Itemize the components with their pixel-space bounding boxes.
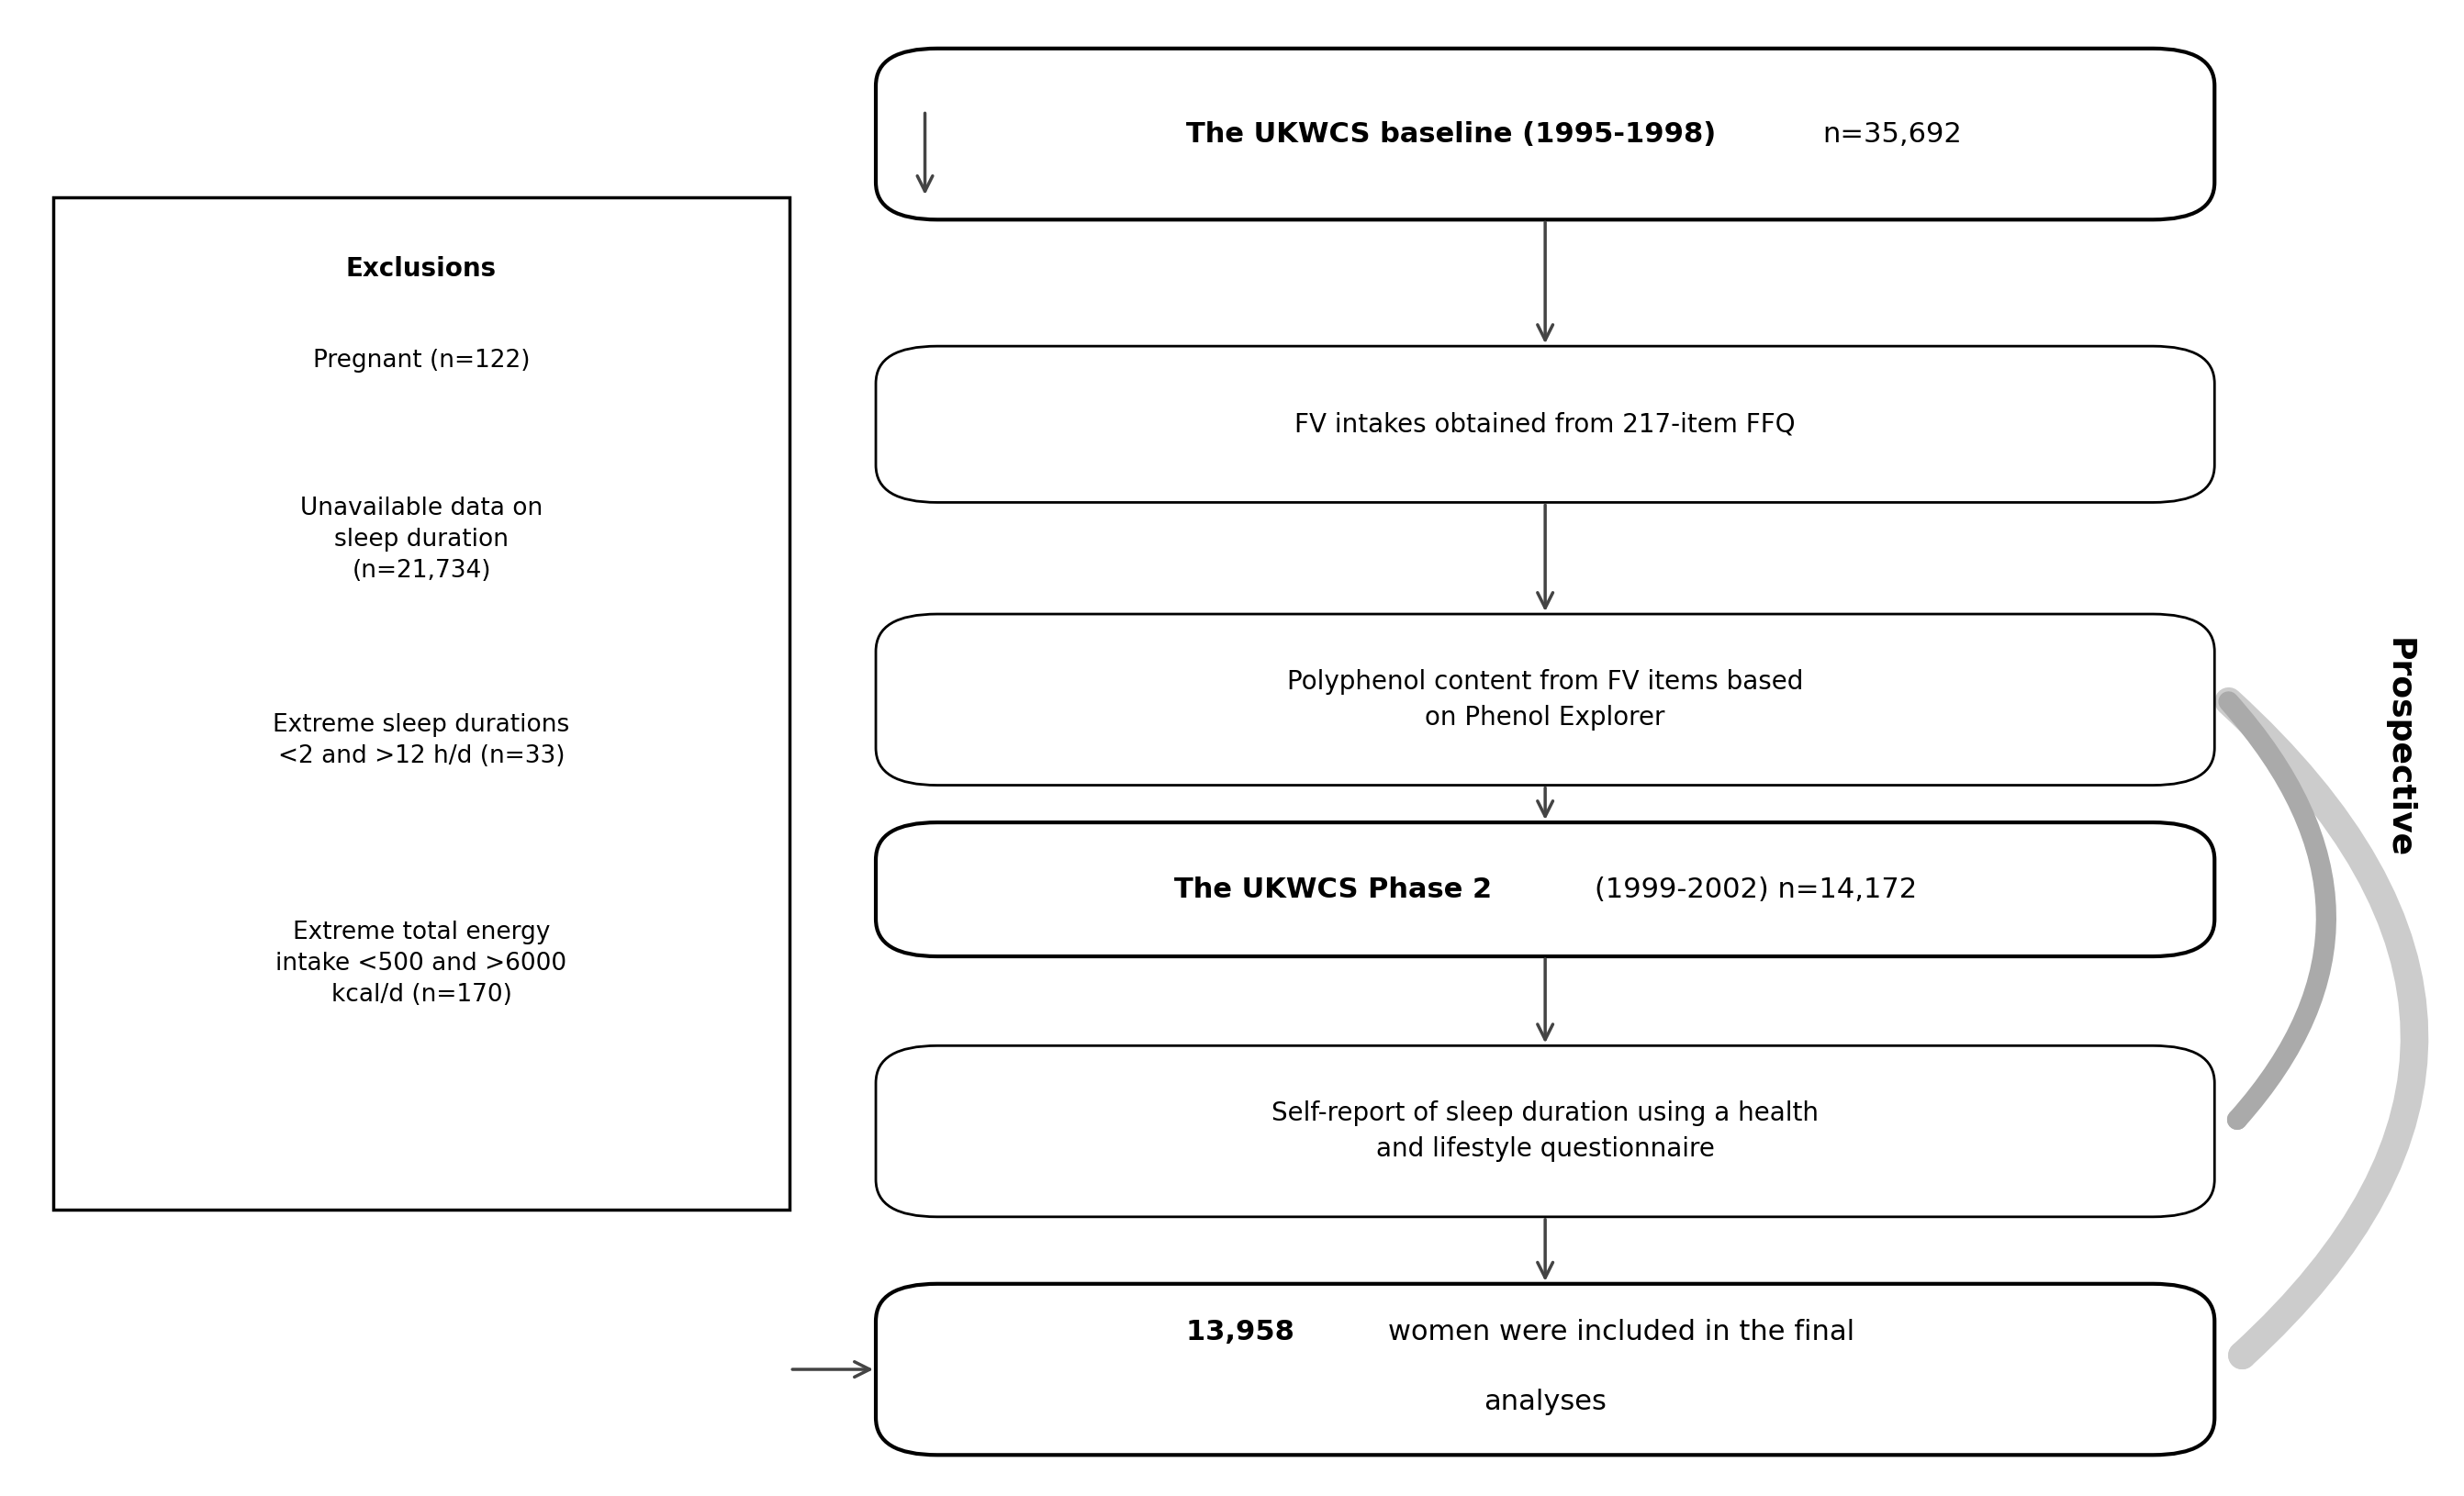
Text: The UKWCS Phase 2: The UKWCS Phase 2	[1175, 877, 1501, 902]
FancyBboxPatch shape	[875, 1284, 2215, 1456]
Text: 13,958: 13,958	[1185, 1319, 1303, 1345]
FancyBboxPatch shape	[875, 613, 2215, 785]
Text: Extreme sleep durations
<2 and >12 h/d (n=33): Extreme sleep durations <2 and >12 h/d (…	[274, 714, 569, 767]
FancyBboxPatch shape	[875, 346, 2215, 503]
Text: (1999-2002) n=14,172: (1999-2002) n=14,172	[1594, 877, 1917, 902]
FancyBboxPatch shape	[875, 48, 2215, 220]
Text: Exclusions: Exclusions	[345, 256, 498, 281]
Text: Pregnant (n=122): Pregnant (n=122)	[313, 349, 530, 373]
Text: FV intakes obtained from 217-item FFQ: FV intakes obtained from 217-item FFQ	[1294, 411, 1796, 437]
FancyArrowPatch shape	[2230, 702, 2415, 1355]
FancyBboxPatch shape	[875, 1046, 2215, 1216]
Text: Extreme total energy
intake <500 and >6000
kcal/d (n=170): Extreme total energy intake <500 and >60…	[276, 920, 567, 1007]
Text: women were included in the final: women were included in the final	[1387, 1319, 1855, 1345]
Text: analyses: analyses	[1483, 1388, 1607, 1415]
FancyArrowPatch shape	[2227, 702, 2326, 1119]
Text: The UKWCS baseline (1995-1998): The UKWCS baseline (1995-1998)	[1185, 121, 1725, 148]
Text: n=35,692: n=35,692	[1823, 121, 1961, 148]
Text: Self-report of sleep duration using a health
and lifestyle questionnaire: Self-report of sleep duration using a he…	[1271, 1101, 1818, 1162]
FancyBboxPatch shape	[875, 823, 2215, 956]
Text: Prospective: Prospective	[2383, 637, 2415, 859]
Text: Unavailable data on
sleep duration
(n=21,734): Unavailable data on sleep duration (n=21…	[301, 497, 542, 583]
Text: Polyphenol content from FV items based
on Phenol Explorer: Polyphenol content from FV items based o…	[1286, 669, 1804, 730]
Bar	[52, 197, 791, 1209]
